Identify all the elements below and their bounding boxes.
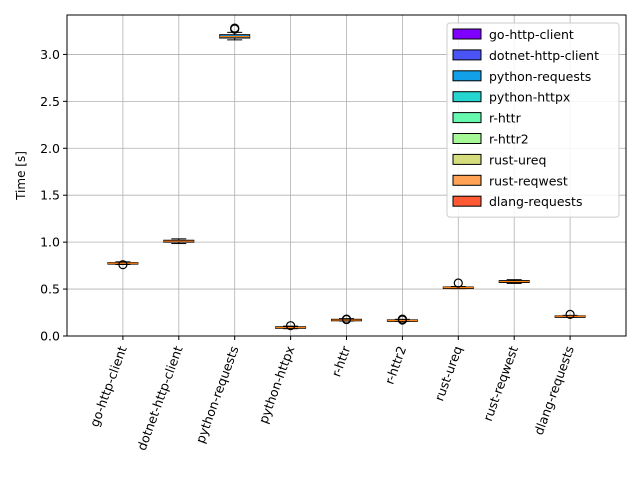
- legend-label: rust-reqwest: [489, 173, 568, 188]
- x-tick-label: dotnet-http-client: [134, 344, 186, 453]
- legend-label: python-requests: [489, 69, 591, 84]
- x-tick-label: python-httpx: [256, 344, 298, 426]
- outlier-point: [286, 321, 296, 331]
- y-tick-label: 1.5: [40, 188, 60, 203]
- legend-label: python-httpx: [489, 90, 570, 105]
- y-tick-label: 0.0: [40, 329, 60, 344]
- box-r-httr: [331, 314, 362, 325]
- outlier-point: [453, 278, 463, 288]
- x-tick-label: rust-reqwest: [480, 344, 521, 423]
- box-dotnet-http-client: [163, 238, 195, 245]
- legend-box: [446, 22, 620, 218]
- legend-swatch: [452, 28, 482, 40]
- legend-swatch: [452, 153, 482, 165]
- x-tick-label: rust-ureq: [431, 344, 465, 403]
- legend-label: dlang-requests: [489, 194, 582, 209]
- y-tick-label: 1.0: [40, 235, 60, 250]
- y-axis-ticks: 0.0 0.5 1.0 1.5 2.0 2.5 3.0: [40, 47, 67, 344]
- y-tick-label: 3.0: [40, 47, 60, 62]
- x-tick-label: python-requests: [192, 344, 241, 445]
- outlier-point: [118, 260, 128, 270]
- legend-swatch: [452, 112, 482, 124]
- x-tick-label: r-httr: [328, 343, 353, 379]
- legend-label: r-httr2: [489, 132, 529, 147]
- legend: go-http-client dotnet-http-client python-r…: [446, 22, 620, 218]
- x-tick-label: r-httr2: [382, 344, 410, 386]
- legend-swatch: [452, 174, 482, 186]
- y-tick-label: 2.0: [40, 141, 60, 156]
- legend-swatch: [452, 133, 482, 144]
- legend-label: go-http-client: [489, 27, 574, 42]
- x-tick-label: dlang-requests: [531, 344, 577, 437]
- outlier-point: [565, 309, 575, 320]
- y-axis-label: Time [s]: [14, 151, 28, 201]
- box-r-httr2: [386, 314, 418, 325]
- legend-swatch: [452, 70, 482, 82]
- outlier-point: [230, 24, 240, 34]
- y-tick-label: 0.5: [40, 282, 60, 297]
- legend-swatch: [452, 49, 482, 61]
- legend-label: dotnet-http-client: [489, 48, 599, 63]
- box-python-requests: [219, 23, 251, 41]
- box-dlang-requests: [554, 309, 586, 320]
- x-tick-label: go-http-client: [87, 344, 130, 429]
- y-tick-label: 2.5: [40, 94, 60, 109]
- legend-label: r-httr: [489, 111, 522, 126]
- legend-swatch: [452, 91, 482, 103]
- outlier-point: [397, 315, 407, 325]
- legend-label: rust-ureq: [489, 152, 546, 167]
- box-rust-ureq: [442, 278, 474, 290]
- box-go-http-client: [107, 260, 139, 270]
- box-plot-series: [107, 23, 586, 331]
- legend-swatch: [452, 195, 482, 207]
- box-python-httpx: [275, 321, 307, 331]
- outlier-point: [341, 314, 352, 325]
- box-rust-reqwest: [498, 279, 530, 284]
- x-axis-ticks: go-http-client dotnet-http-client python-r…: [87, 336, 577, 452]
